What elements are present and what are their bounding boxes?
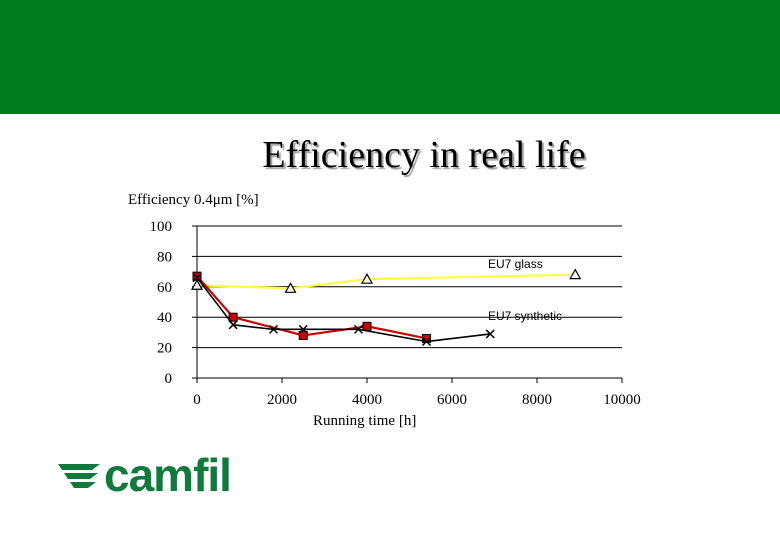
y-tick-label-20: 20 xyxy=(157,341,172,357)
x-tick-label-6000: 6000 xyxy=(437,392,467,408)
y-tick-label-80: 80 xyxy=(157,249,172,265)
x-tick-label-10000: 10000 xyxy=(603,392,641,408)
logo-text: camfil xyxy=(104,448,231,502)
x-tick-label-0: 0 xyxy=(193,392,201,408)
series-label-eu7-glass: EU7 glass xyxy=(488,257,543,271)
y-tick-label-60: 60 xyxy=(157,280,172,296)
camfil-logo: camfil xyxy=(56,452,236,502)
logo-wing-icon xyxy=(56,460,104,490)
y-tick-label-100: 100 xyxy=(150,219,173,235)
y-tick-label-40: 40 xyxy=(157,310,172,326)
y-tick-label-0: 0 xyxy=(165,371,173,387)
series-line-0 xyxy=(197,275,575,289)
x-tick-label-4000: 4000 xyxy=(352,392,382,408)
x-tick-label-2000: 2000 xyxy=(267,392,297,408)
x-axis-title: Running time [h] xyxy=(313,413,416,430)
series-label-eu7-synthetic: EU7 synthetic xyxy=(488,309,562,323)
x-tick-label-8000: 8000 xyxy=(522,392,552,408)
series-1-point-3 xyxy=(363,322,371,330)
